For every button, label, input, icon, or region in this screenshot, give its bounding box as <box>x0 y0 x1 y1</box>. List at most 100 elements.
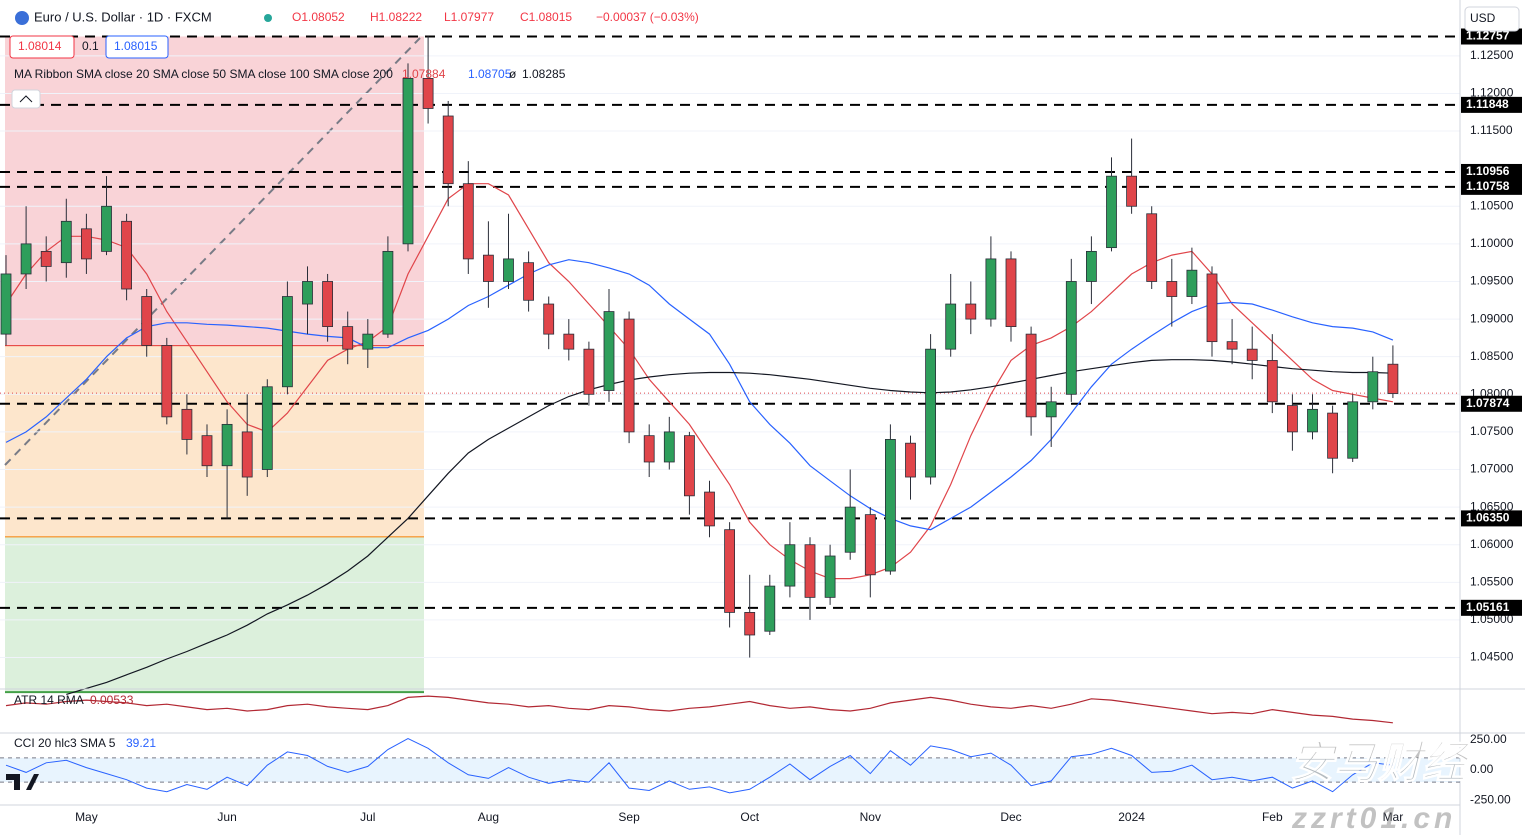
chart-title: Euro / U.S. Dollar · 1D · FXCM <box>34 9 212 24</box>
ma-value: ø <box>509 67 517 81</box>
candle-body <box>482 254 494 282</box>
candle-body <box>985 258 997 320</box>
candle-body <box>804 544 816 598</box>
candle-body <box>1086 250 1097 282</box>
y-tick-label: 1.10500 <box>1470 198 1514 212</box>
level-label-bg <box>1461 178 1522 195</box>
candle-body <box>141 296 153 346</box>
x-tick-label: Aug <box>478 810 499 824</box>
cci-tick-label: 0.00 <box>1470 762 1494 776</box>
x-tick-label: Jun <box>217 810 236 824</box>
y-tick-label: 1.06500 <box>1470 499 1514 513</box>
candle-body <box>724 529 735 613</box>
candle-body <box>442 115 454 185</box>
moving-average <box>5 183 1394 580</box>
candle-body <box>663 431 675 463</box>
candle-body <box>81 228 92 260</box>
candle-body <box>342 326 354 350</box>
candle-body <box>1246 348 1258 361</box>
y-tick-label: 1.12500 <box>1470 48 1514 62</box>
spread: 0.1 <box>82 39 99 53</box>
level-label: 1.11848 <box>1466 97 1509 111</box>
cci-value: 39.21 <box>126 736 156 750</box>
candle-body <box>503 258 514 282</box>
candle-body <box>1126 175 1137 207</box>
candle-body <box>523 262 534 301</box>
currency: USD <box>1470 11 1496 25</box>
ohlc-value: O1.08052 <box>292 10 345 24</box>
candle-body <box>302 281 313 305</box>
x-tick-label: Feb <box>1262 810 1283 824</box>
moving-average <box>66 359 1393 695</box>
currency-button[interactable] <box>1464 6 1520 32</box>
candle-body <box>1146 213 1158 282</box>
candle-body <box>643 435 655 463</box>
y-tick-label: 1.07500 <box>1470 424 1514 438</box>
watermark: 安马财经 <box>1290 739 1471 788</box>
candle-body <box>1045 401 1057 418</box>
candle-body <box>1206 273 1218 343</box>
zone <box>5 36 424 347</box>
collapse-icon <box>19 95 33 103</box>
candle-body <box>322 281 334 328</box>
candle-body <box>824 555 836 598</box>
y-tick-label: 1.06000 <box>1470 537 1514 551</box>
level-label-bg <box>1461 28 1522 45</box>
candle-body <box>844 506 856 553</box>
candle-body <box>1367 371 1379 403</box>
level-label: 1.10956 <box>1466 164 1510 178</box>
market-status <box>264 14 272 22</box>
cci-band <box>0 757 1460 783</box>
level-label: 1.07874 <box>1466 396 1510 410</box>
y-tick-label: 1.09000 <box>1470 311 1514 325</box>
buy-button[interactable] <box>105 35 169 59</box>
candle-body <box>1226 341 1238 350</box>
candle-body <box>201 435 213 467</box>
candle-body <box>744 612 756 636</box>
candle-body <box>543 303 555 335</box>
y-tick-label: 1.07000 <box>1470 462 1514 476</box>
candle-body <box>362 333 374 350</box>
candle-body <box>784 544 796 587</box>
candle-body <box>684 435 695 497</box>
ohlc-value: −0.00037 (−0.03%) <box>596 10 699 24</box>
candle-body <box>402 77 414 245</box>
candle-body <box>764 585 776 632</box>
level-label-bg <box>1461 395 1522 412</box>
candle-body <box>885 439 896 572</box>
candle-body <box>704 491 715 527</box>
x-tick-label: Oct <box>740 810 759 824</box>
y-tick-label: 1.10000 <box>1470 236 1514 250</box>
candle-body <box>281 296 293 388</box>
candle-body <box>945 303 957 350</box>
candle-body <box>0 273 12 335</box>
candle-body <box>1387 363 1399 394</box>
candle-body <box>1025 333 1037 418</box>
cci-line <box>5 738 1393 794</box>
watermark: zzrt01.cn <box>1291 802 1456 835</box>
price-axis-bg <box>1460 0 1525 835</box>
candle-body <box>1307 408 1318 433</box>
candle-body <box>623 318 635 433</box>
sell-button[interactable] <box>9 35 75 59</box>
candle-body <box>40 250 52 267</box>
candle-body <box>1327 412 1338 459</box>
buy-price: 1.08015 <box>114 39 158 53</box>
y-tick-label: 1.12000 <box>1470 86 1514 100</box>
candle-body <box>905 442 916 478</box>
symbol-icon <box>15 11 29 25</box>
level-label: 1.12757 <box>1466 29 1510 43</box>
atr-label: ATR 14 RMA <box>14 693 84 707</box>
level-label: 1.10758 <box>1466 179 1510 193</box>
cci-tick-label: -250.00 <box>1470 792 1511 806</box>
x-tick-label: Mar <box>1383 810 1404 824</box>
y-tick-label: 1.08500 <box>1470 349 1514 363</box>
x-tick-label: 2024 <box>1118 810 1145 824</box>
collapse-button[interactable] <box>11 89 41 109</box>
moving-average <box>5 259 1394 531</box>
candle-body <box>965 303 977 320</box>
ma-value: 1.07884 <box>402 67 446 81</box>
candle-body <box>583 348 595 395</box>
candle-body <box>1347 401 1359 459</box>
x-tick-label: Nov <box>860 810 881 824</box>
